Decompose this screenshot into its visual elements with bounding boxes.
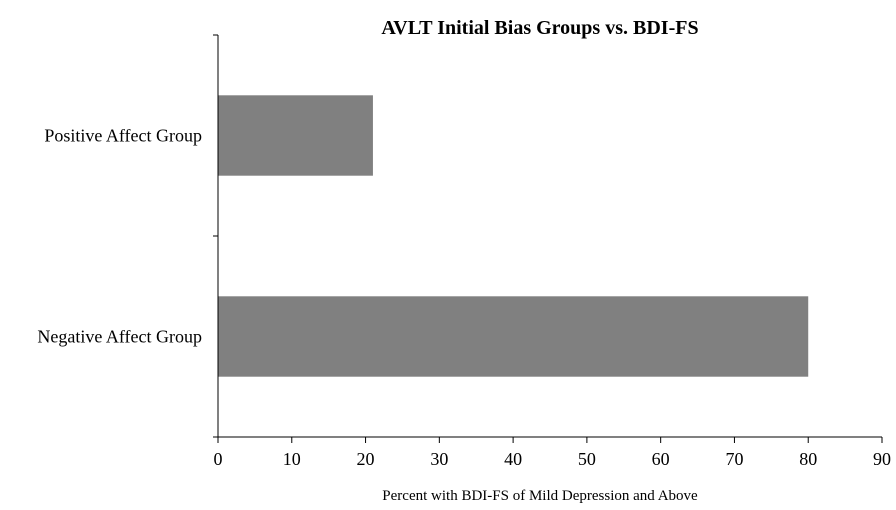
x-tick-label: 0 — [214, 449, 223, 469]
y-axis-ticks — [213, 34, 218, 438]
x-tick-label: 70 — [725, 449, 743, 469]
x-axis-ticks: 0 10 20 30 40 50 60 70 80 90 — [214, 437, 891, 469]
x-axis-title: Percent with BDI-FS of Mild Depression a… — [382, 488, 698, 504]
category-label: Positive Affect Group — [44, 126, 202, 146]
x-tick-label: 90 — [873, 449, 891, 469]
chart-title: AVLT Initial Bias Groups vs. BDI-FS — [381, 17, 698, 39]
category-labels: Positive Affect Group Negative Affect Gro… — [37, 126, 202, 347]
x-tick-label: 10 — [283, 449, 301, 469]
bar-negative-affect-group — [218, 296, 809, 377]
x-tick-label: 30 — [430, 449, 448, 469]
x-tick-label: 60 — [652, 449, 670, 469]
bar-positive-affect-group — [218, 95, 373, 176]
bars-group — [218, 95, 809, 377]
x-tick-label: 40 — [504, 449, 522, 469]
x-tick-label: 20 — [357, 449, 375, 469]
x-tick-label: 50 — [578, 449, 596, 469]
x-tick-label: 80 — [799, 449, 817, 469]
category-label: Negative Affect Group — [37, 327, 202, 347]
